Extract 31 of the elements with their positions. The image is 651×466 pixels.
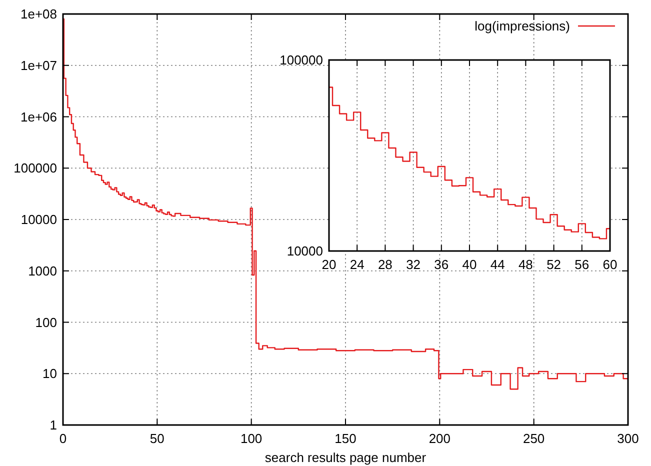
y-tick-label: 10000 <box>286 244 323 258</box>
x-tick-label: 44 <box>490 257 505 272</box>
y-tick-label: 10 <box>42 366 57 382</box>
x-tick-label: 150 <box>334 431 356 446</box>
x-tick-label: 50 <box>150 431 164 446</box>
y-tick-label: 1 <box>50 418 57 432</box>
x-tick-label: 28 <box>378 257 392 272</box>
y-tick-label: 1e+06 <box>20 109 57 124</box>
x-tick-label: 0 <box>59 431 67 446</box>
x-tick-label: 250 <box>522 431 545 446</box>
x-tick-label: 48 <box>518 257 533 272</box>
y-tick-label: 100000 <box>14 160 57 176</box>
x-tick-label: 52 <box>546 257 562 272</box>
x-tick-label: 60 <box>602 257 618 272</box>
x-tick-label: 32 <box>406 257 421 272</box>
x-tick-label: 20 <box>322 257 336 272</box>
y-tick-label: 1000 <box>28 263 57 278</box>
x-tick-label: 300 <box>617 431 639 446</box>
x-tick-label: 36 <box>434 257 449 272</box>
x-tick-label: 24 <box>350 257 364 272</box>
y-tick-label: 1e+08 <box>20 6 57 22</box>
y-tick-label: 10000 <box>20 212 57 227</box>
x-tick-label: 100 <box>240 431 262 446</box>
x-axis-title: search results page number <box>264 450 427 465</box>
x-tick-label: 40 <box>462 257 477 272</box>
y-tick-label: 100 <box>35 314 57 330</box>
legend-label: log(impressions) <box>474 18 570 34</box>
y-tick-label: 100000 <box>280 52 323 68</box>
x-tick-label: 200 <box>428 431 451 446</box>
x-tick-label: 56 <box>574 257 590 272</box>
y-tick-label: 1e+07 <box>20 58 57 73</box>
